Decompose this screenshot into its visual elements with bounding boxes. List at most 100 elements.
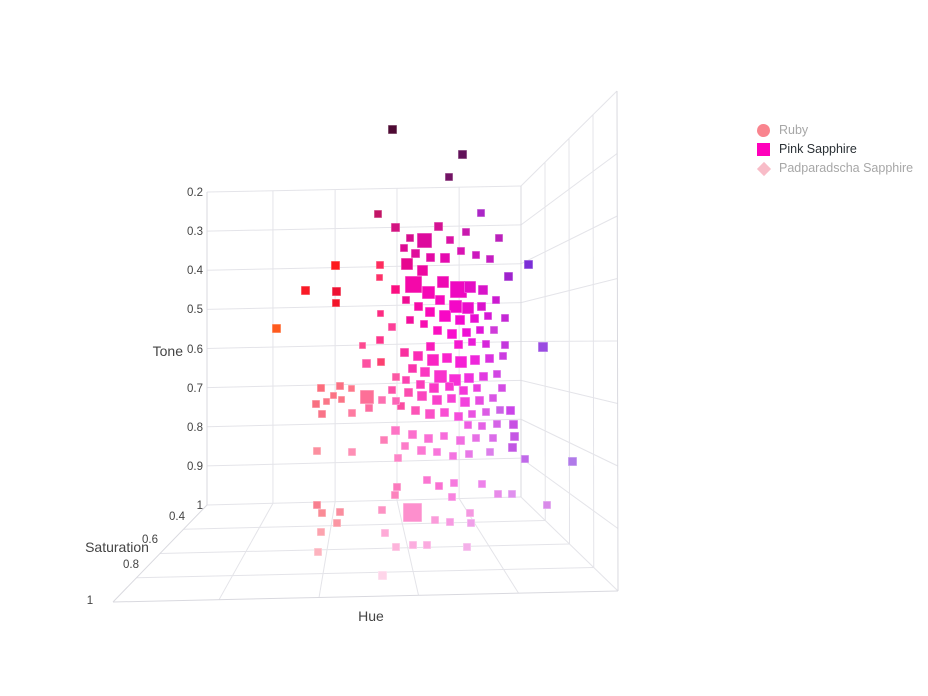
- scatter-point[interactable]: [448, 493, 456, 501]
- scatter-point[interactable]: [508, 419, 518, 429]
- scatter-point[interactable]: [478, 422, 486, 430]
- scatter-point[interactable]: [333, 519, 341, 527]
- scatter-point[interactable]: [400, 244, 408, 252]
- scatter-point[interactable]: [476, 326, 484, 334]
- scatter-point[interactable]: [455, 356, 467, 368]
- scatter-point[interactable]: [391, 491, 399, 499]
- scatter-point[interactable]: [439, 310, 451, 322]
- scatter-point[interactable]: [449, 280, 467, 298]
- scatter-point[interactable]: [425, 307, 435, 317]
- scatter-point[interactable]: [401, 258, 413, 270]
- scatter-point[interactable]: [380, 436, 388, 444]
- scatter-point[interactable]: [505, 405, 515, 415]
- scatter-point[interactable]: [486, 448, 494, 456]
- scatter-point[interactable]: [521, 455, 529, 463]
- scatter-point[interactable]: [402, 502, 422, 522]
- scatter-point[interactable]: [447, 329, 457, 339]
- scatter-point[interactable]: [401, 442, 409, 450]
- scatter-point[interactable]: [413, 351, 423, 361]
- scatter-point[interactable]: [429, 383, 439, 393]
- scatter-point[interactable]: [448, 299, 462, 313]
- scatter-point[interactable]: [360, 390, 374, 404]
- scatter-point[interactable]: [493, 420, 501, 428]
- scatter-point[interactable]: [392, 397, 400, 405]
- scatter-point[interactable]: [450, 479, 458, 487]
- scatter-point[interactable]: [468, 338, 476, 346]
- scatter-point[interactable]: [478, 285, 488, 295]
- scatter-point[interactable]: [503, 271, 513, 281]
- scatter-point[interactable]: [446, 518, 454, 526]
- scatter-point[interactable]: [313, 447, 321, 455]
- scatter-point[interactable]: [567, 456, 577, 466]
- scatter-point[interactable]: [376, 336, 384, 344]
- scatter-point[interactable]: [417, 391, 427, 401]
- scatter-point[interactable]: [490, 326, 498, 334]
- scatter-point[interactable]: [393, 483, 401, 491]
- scatter-point[interactable]: [318, 410, 326, 418]
- scatter-point[interactable]: [348, 409, 356, 417]
- scatter-point[interactable]: [468, 410, 476, 418]
- scatter-point[interactable]: [538, 342, 548, 352]
- legend-item-padparadscha-sapphire[interactable]: Padparadscha Sapphire: [756, 161, 913, 176]
- scatter-point[interactable]: [501, 341, 509, 349]
- scatter-point[interactable]: [406, 316, 414, 324]
- scatter-point[interactable]: [444, 381, 454, 391]
- scatter-point[interactable]: [423, 433, 433, 443]
- scatter-point[interactable]: [416, 232, 432, 248]
- scatter-point[interactable]: [271, 323, 281, 333]
- scatter-point[interactable]: [381, 529, 389, 537]
- scatter-point[interactable]: [473, 384, 481, 392]
- scatter-point[interactable]: [406, 234, 414, 242]
- scatter-point[interactable]: [467, 519, 475, 527]
- scatter-point[interactable]: [432, 325, 442, 335]
- scatter-point[interactable]: [410, 405, 420, 415]
- scatter-point[interactable]: [457, 247, 465, 255]
- scatter-point[interactable]: [474, 395, 484, 405]
- scatter-point[interactable]: [312, 400, 320, 408]
- scatter-point[interactable]: [478, 480, 486, 488]
- scatter-point[interactable]: [390, 284, 400, 294]
- scatter-point[interactable]: [420, 367, 430, 377]
- scatter-point[interactable]: [462, 302, 474, 314]
- scatter-point[interactable]: [433, 221, 443, 231]
- scatter-point[interactable]: [331, 286, 341, 296]
- scatter-point[interactable]: [431, 516, 439, 524]
- scatter-point[interactable]: [484, 353, 494, 363]
- scatter-point[interactable]: [489, 394, 497, 402]
- scatter-point[interactable]: [347, 384, 355, 392]
- scatter-point[interactable]: [458, 385, 468, 395]
- scatter-point[interactable]: [472, 251, 480, 259]
- scatter-point[interactable]: [318, 509, 326, 517]
- scatter-point[interactable]: [404, 275, 422, 293]
- scatter-point[interactable]: [407, 429, 417, 439]
- scatter-point[interactable]: [499, 352, 507, 360]
- scatter-point[interactable]: [365, 404, 373, 412]
- scatter-point[interactable]: [313, 501, 321, 509]
- scatter-point[interactable]: [402, 376, 410, 384]
- scatter-point[interactable]: [392, 543, 400, 551]
- scatter-point[interactable]: [329, 391, 337, 399]
- scatter-point[interactable]: [348, 448, 356, 456]
- scatter-point[interactable]: [413, 301, 423, 311]
- scatter-point[interactable]: [402, 296, 410, 304]
- scatter-point[interactable]: [507, 442, 517, 452]
- scatter-point[interactable]: [314, 548, 322, 556]
- scatter-point[interactable]: [492, 296, 500, 304]
- scatter-point[interactable]: [437, 276, 449, 288]
- scatter-point[interactable]: [375, 273, 383, 281]
- scatter-point[interactable]: [501, 314, 509, 322]
- scatter-point[interactable]: [376, 261, 384, 269]
- scatter-point[interactable]: [423, 476, 431, 484]
- scatter-point[interactable]: [399, 347, 409, 357]
- scatter-point[interactable]: [377, 358, 385, 366]
- scatter-point[interactable]: [482, 408, 490, 416]
- scatter-point[interactable]: [442, 353, 452, 363]
- scatter-point[interactable]: [498, 384, 506, 392]
- scatter-point[interactable]: [446, 236, 454, 244]
- scatter-point[interactable]: [453, 339, 463, 349]
- scatter-point[interactable]: [425, 252, 435, 262]
- scatter-point[interactable]: [435, 295, 445, 305]
- scatter-point[interactable]: [421, 285, 435, 299]
- scatter-point[interactable]: [425, 341, 435, 351]
- scatter-point[interactable]: [423, 541, 431, 549]
